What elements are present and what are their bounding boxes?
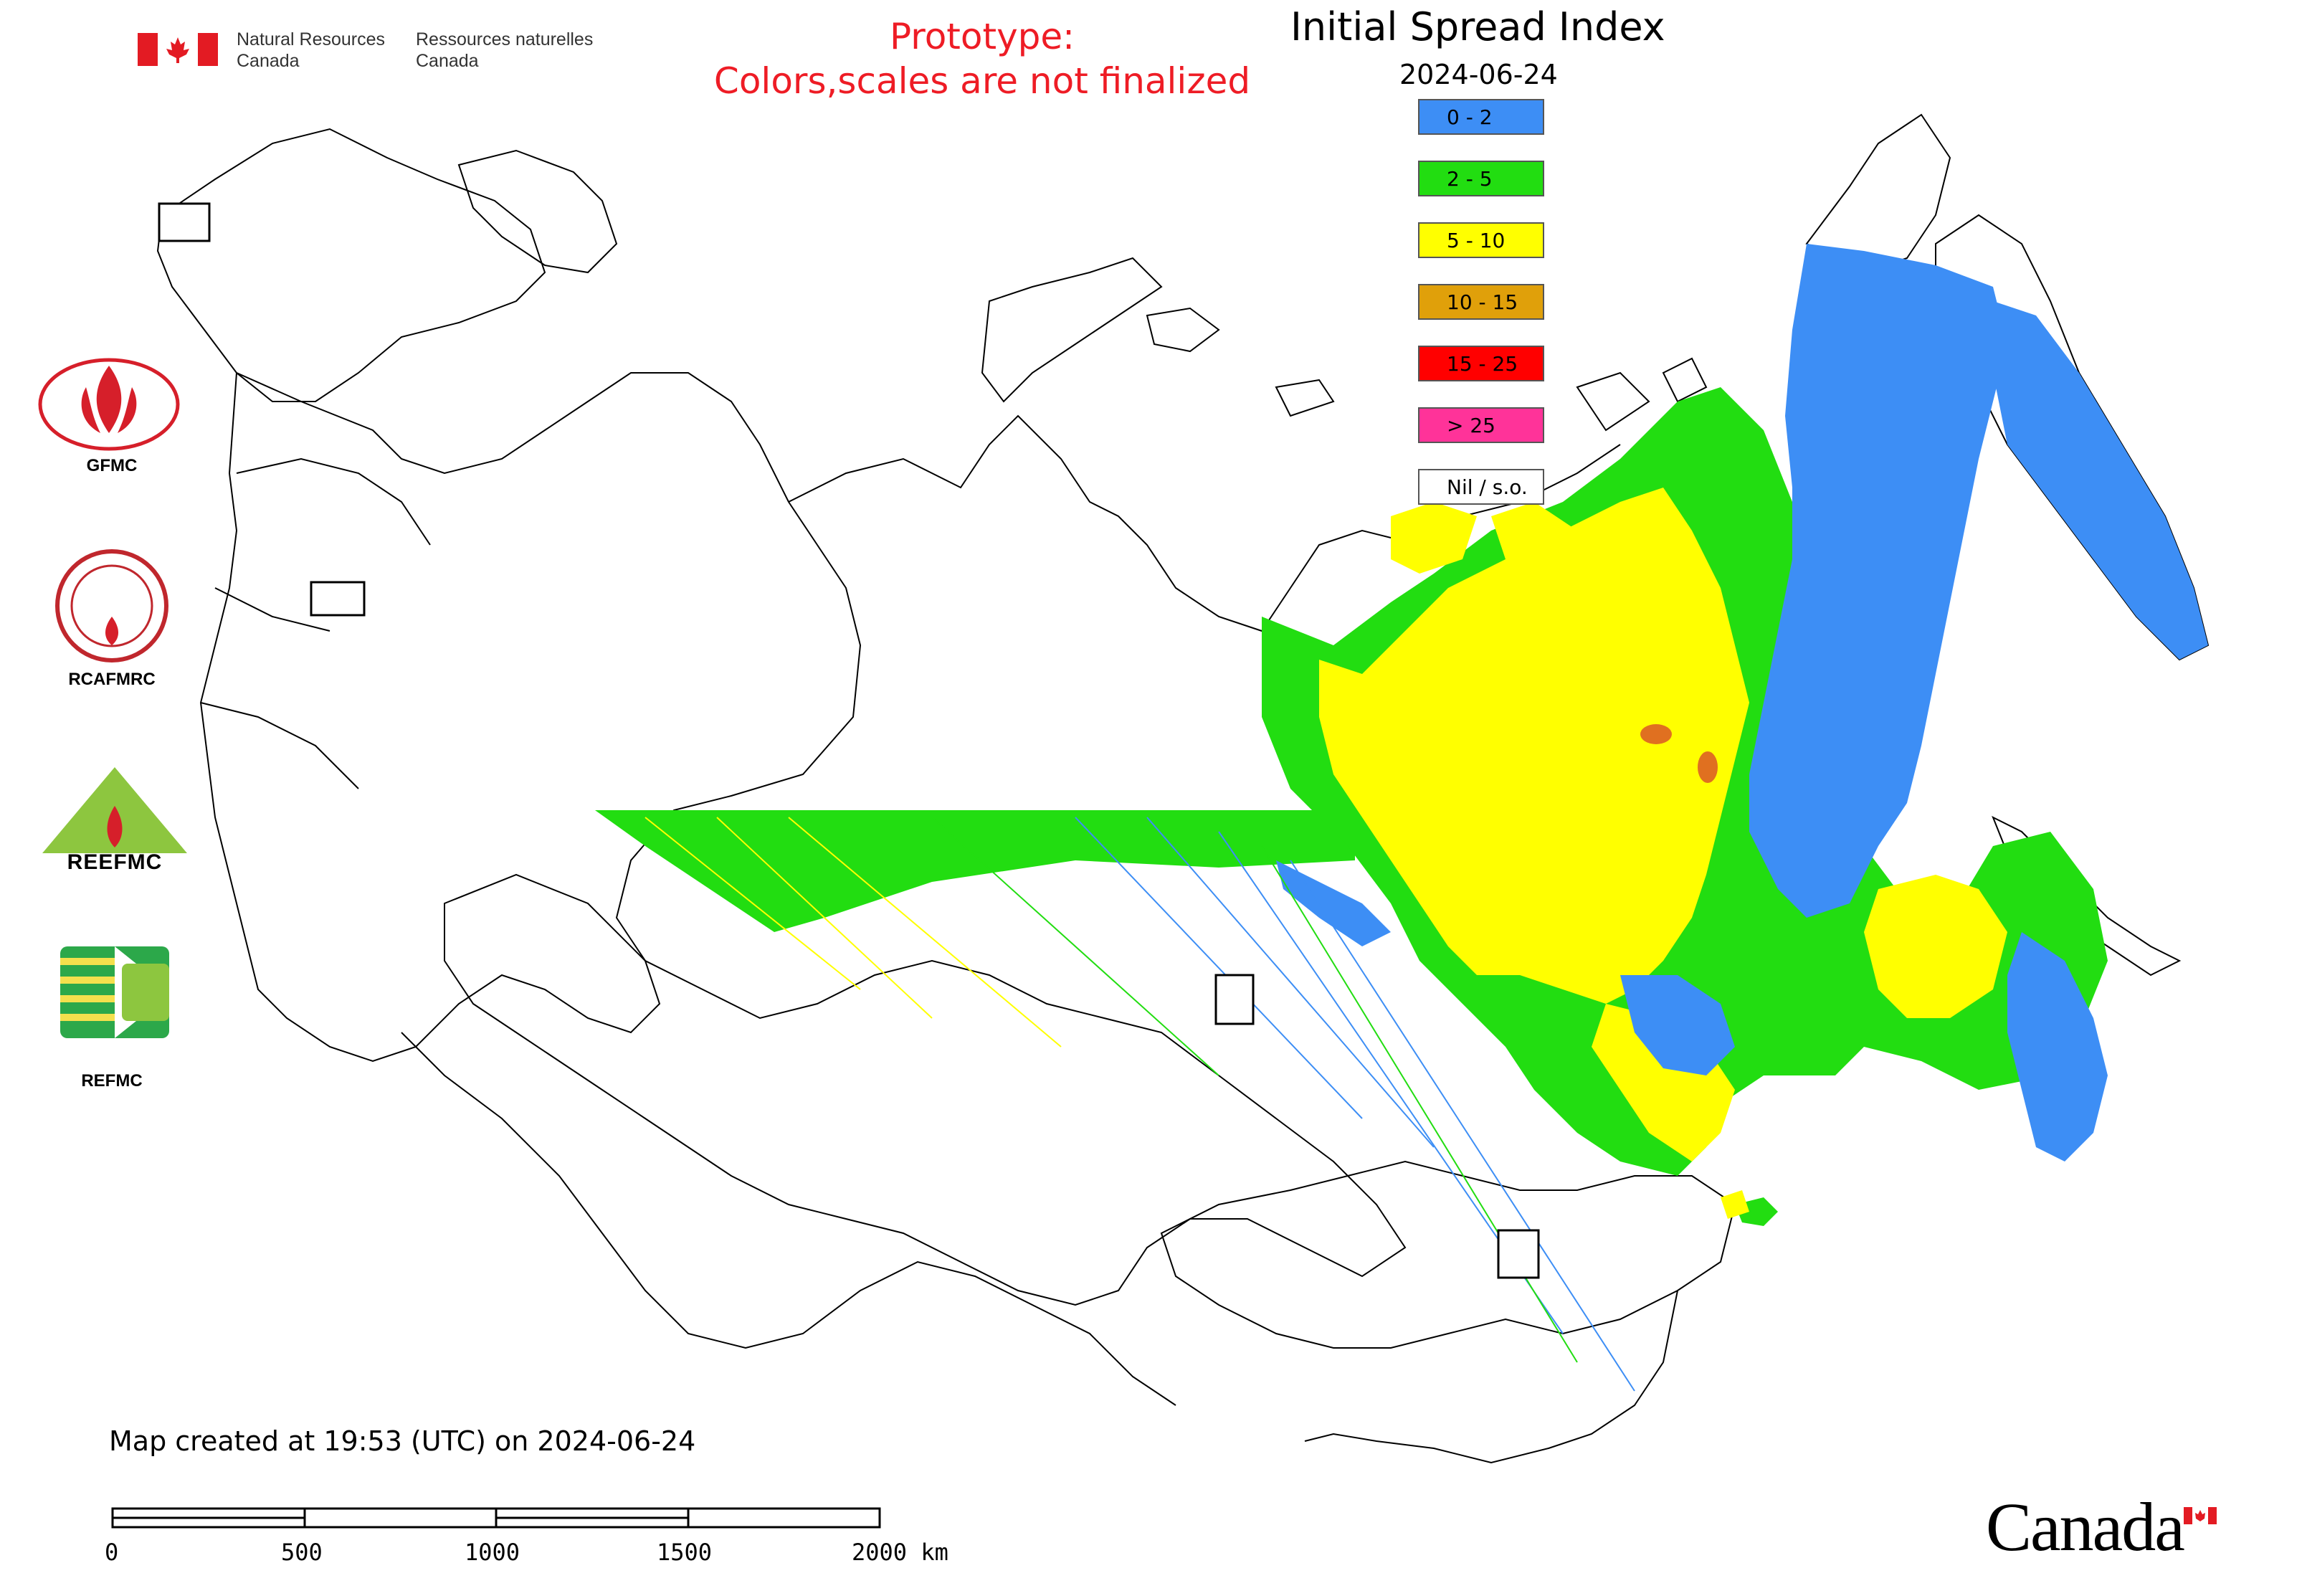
isi-yellow-taymyr	[1391, 502, 1577, 574]
novaya-zemlya-outline	[981, 257, 1163, 403]
nrcan-en-line2: Canada	[237, 51, 300, 71]
nrcan-fr-line2: Canada	[416, 51, 479, 71]
legend-item-0-2: 0 - 2	[1418, 99, 1544, 135]
legend-item-2-5: 2 - 5	[1418, 161, 1544, 196]
isi-blue-amur	[2007, 932, 2108, 1162]
map-created-note: Map created at 19:53 (UTC) on 2024-06-24	[109, 1425, 696, 1457]
scale-label-1500: 1500	[657, 1539, 713, 1566]
rcafmrc-label: RCAFMRC	[68, 670, 156, 689]
streak	[1290, 860, 1635, 1392]
isi-orange-spot-2	[1698, 751, 1718, 783]
canada-wordmark: Canada	[1986, 1488, 2185, 1565]
west-russia-outline	[199, 371, 862, 1063]
streak	[1146, 817, 1435, 1148]
canada-wordmark-flag-icon	[2184, 1507, 2217, 1524]
central-asia-outline	[401, 1032, 1176, 1406]
legend-item-over-25: > 25	[1418, 407, 1544, 443]
legend-item-5-10: 5 - 10	[1418, 222, 1544, 258]
scale-bar	[111, 1507, 881, 1529]
mongolia-outline	[1160, 1160, 1736, 1349]
isi-blue-baikal	[1620, 975, 1735, 1075]
nrcan-french: Ressources naturelles Canada	[416, 29, 593, 72]
nrcan-english: Natural Resources Canada	[237, 29, 385, 72]
isi-green-west-band	[595, 810, 1355, 932]
nrcan-en-line1: Natural Resources	[237, 29, 386, 49]
rcafmrc-map-marker	[1497, 1229, 1540, 1279]
reefmc-logo-icon	[39, 767, 191, 870]
kola-outline	[457, 149, 618, 274]
kazakhstan-outline	[444, 873, 1407, 1306]
streak	[645, 817, 861, 990]
isi-yellow-island	[1721, 1190, 1749, 1219]
prototype-line2: Colors,scales are not finalized	[713, 60, 1251, 102]
legend-item-nil: Nil / s.o.	[1418, 469, 1544, 505]
prototype-line1: Prototype:	[889, 16, 1075, 57]
scale-label-2000: 2000 km	[852, 1539, 948, 1566]
isi-yellow-far-east	[1864, 875, 2007, 1018]
gfmc-label: GFMC	[86, 456, 138, 475]
scale-label-0: 0	[105, 1539, 119, 1566]
streak	[716, 817, 933, 1019]
map-date: 2024-06-24	[1399, 59, 1558, 90]
china-border	[1304, 1290, 1678, 1464]
streak	[1075, 817, 1363, 1119]
rcafmrc-logo-icon	[55, 549, 168, 662]
refmc-logo-icon	[60, 946, 172, 1038]
prototype-notice: Prototype: Colors,scales are not finaliz…	[674, 14, 1290, 103]
streak	[788, 817, 1062, 1048]
gfmc-logo-icon	[38, 358, 180, 451]
map-markers	[158, 202, 1540, 1279]
isi-orange-spot-1	[1640, 724, 1672, 744]
legend-item-15-25: 15 - 25	[1418, 346, 1544, 381]
map-title: Initial Spread Index	[1290, 4, 1665, 49]
isi-blue-northeast	[1749, 244, 2007, 918]
canada-flag-icon	[138, 33, 218, 66]
refmc-map-marker	[1214, 974, 1255, 1025]
isi-blue-kamchatka	[1993, 301, 2208, 660]
refmc-label: REFMC	[81, 1071, 143, 1091]
scandinavia-outline	[156, 128, 546, 402]
isi-raster	[595, 244, 2208, 1226]
isi-yellow-core	[1319, 488, 1749, 1004]
scale-label-500: 500	[281, 1539, 323, 1566]
scale-label-1000: 1000	[465, 1539, 520, 1566]
legend-item-10-15: 10 - 15	[1418, 284, 1544, 320]
arctic-islands	[1146, 307, 1708, 432]
reefmc-label: REEFMC	[67, 850, 163, 874]
nrcan-fr-line1: Ressources naturelles	[416, 29, 594, 49]
reefmc-map-marker	[310, 581, 366, 617]
gfmc-map-marker	[158, 202, 211, 242]
streak	[931, 817, 1219, 1076]
baltic-borders	[200, 457, 431, 789]
